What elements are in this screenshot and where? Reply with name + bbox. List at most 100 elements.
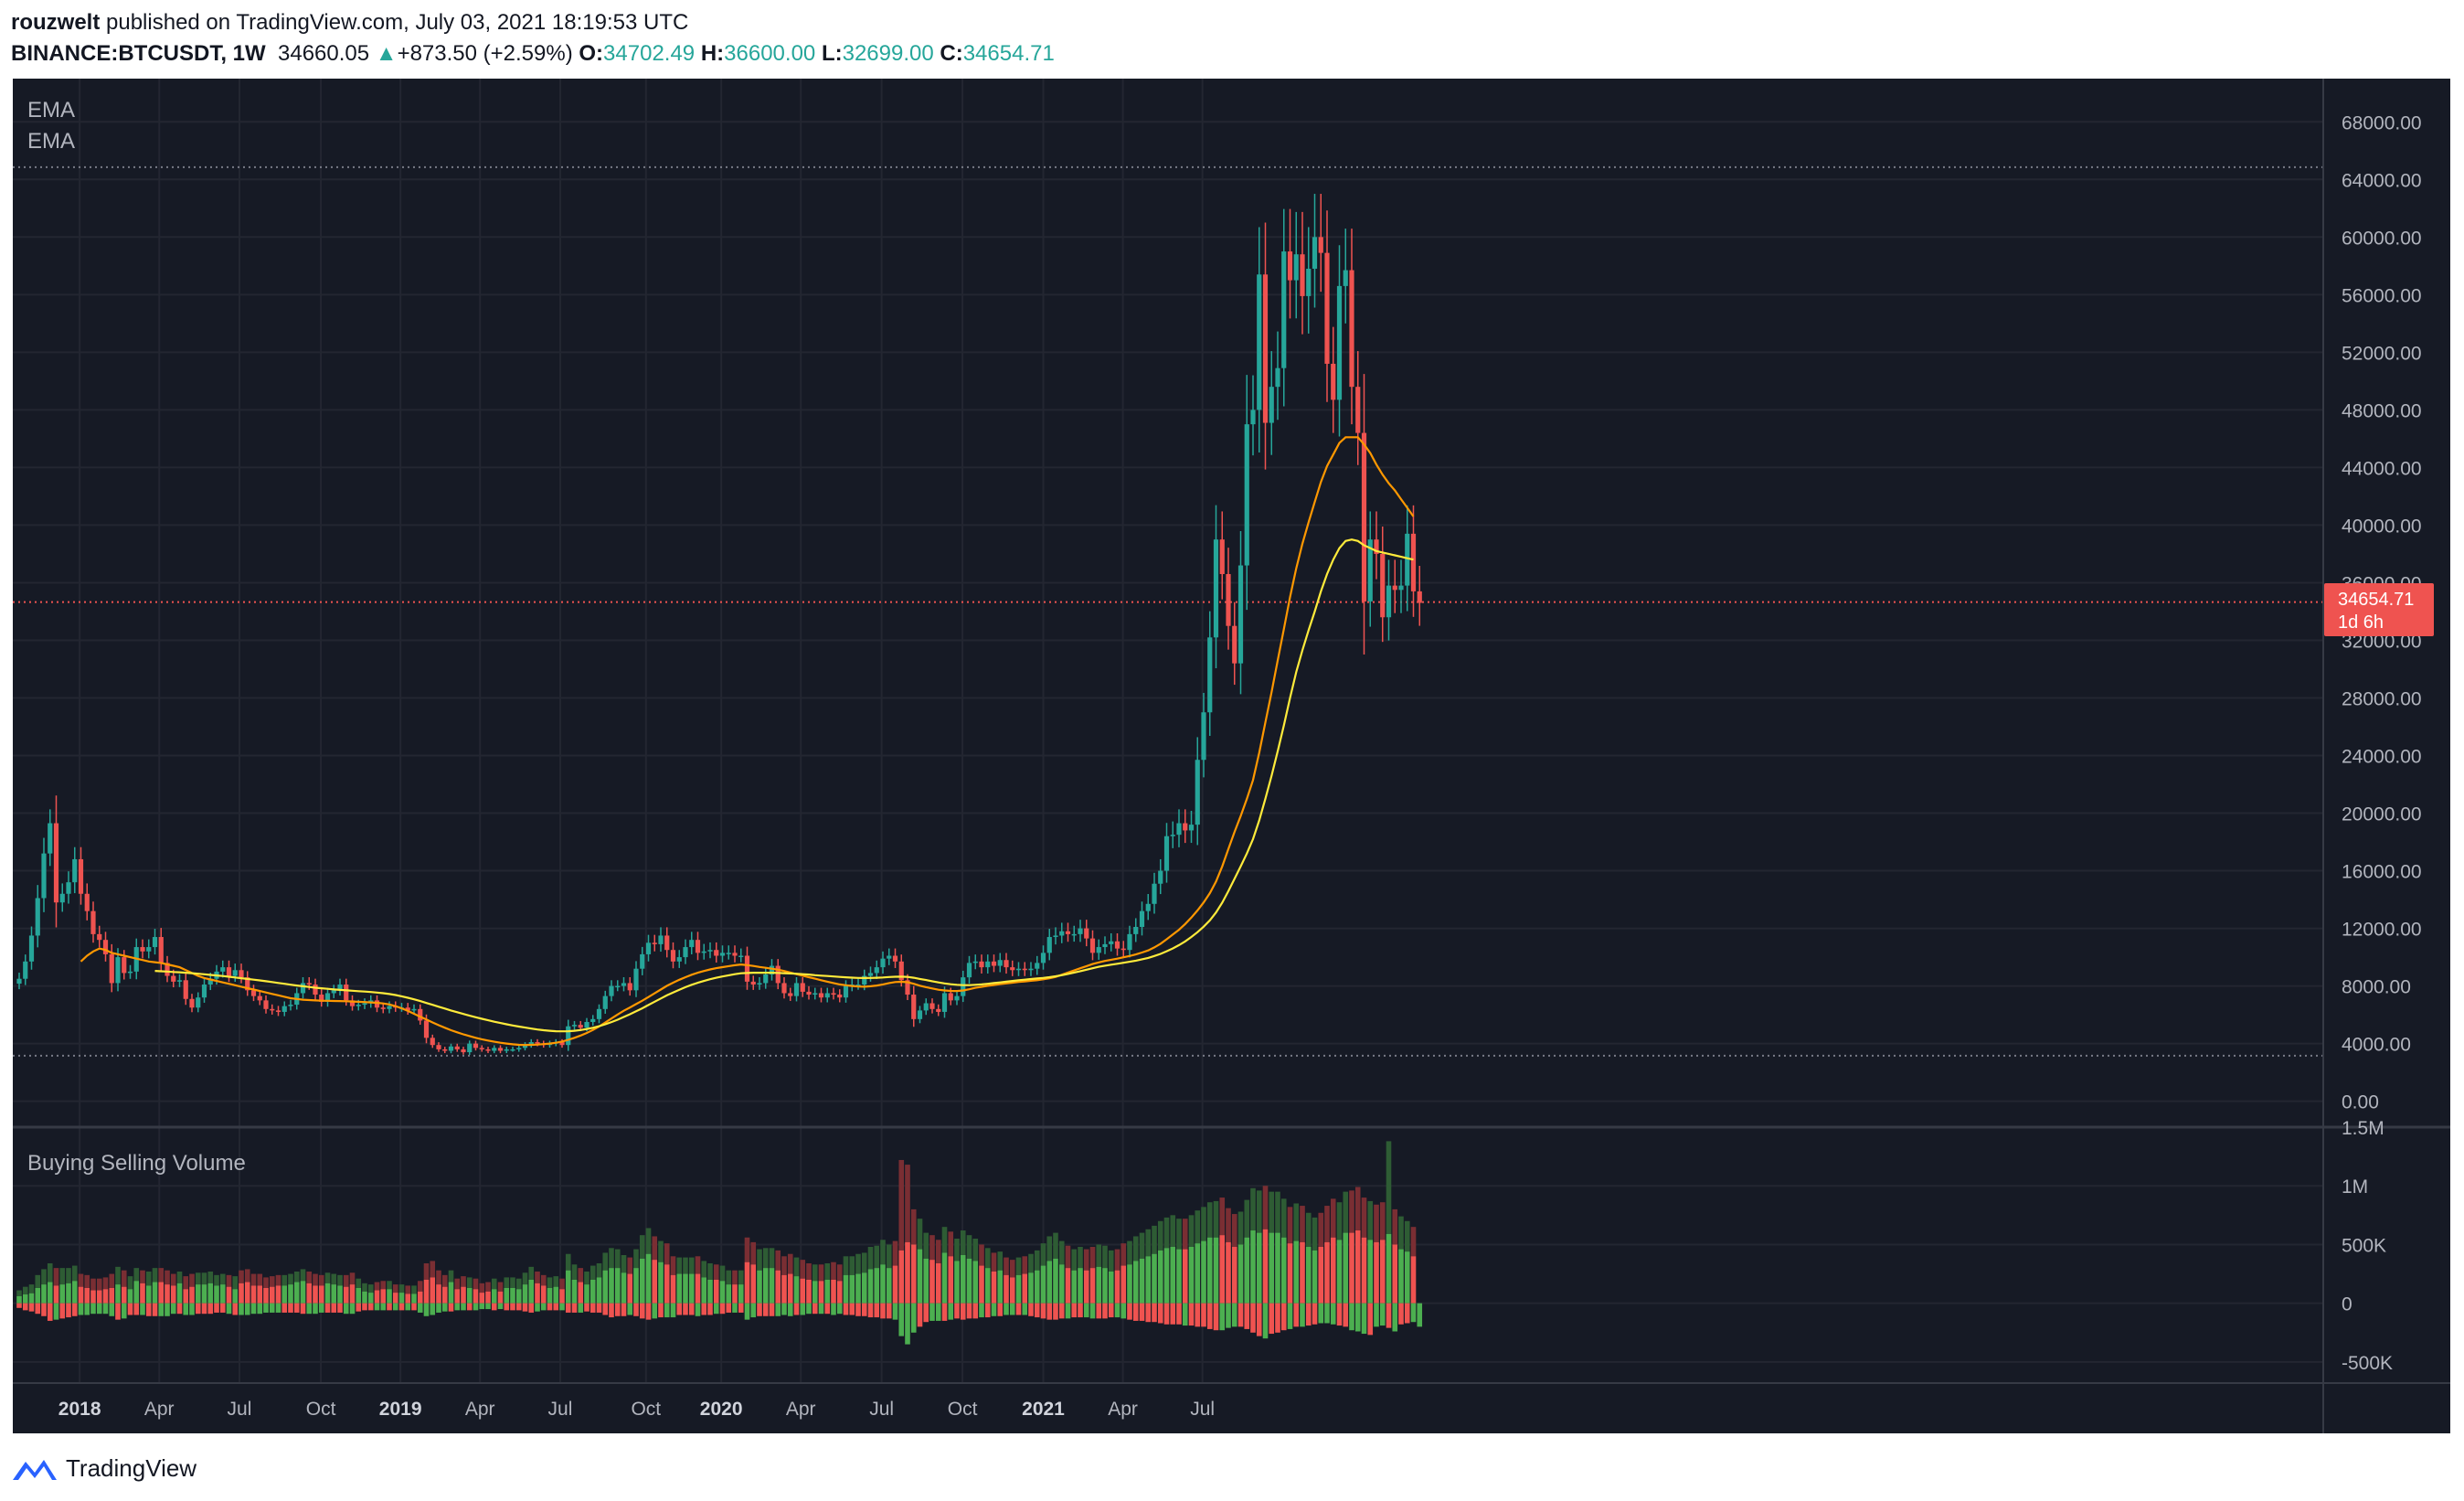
volume-buy-bar [349,1284,356,1304]
volume-buy-bar [1201,1240,1206,1304]
volume-total-bar [1089,1247,1096,1269]
time-axis-labels[interactable]: 2018 Apr Jul Oct 2019 Apr Jul Oct 2020 Apr Jul Oct 2… [58,1399,1215,1420]
volume-total-bar [1157,1220,1163,1251]
volume-buy-bar [454,1289,461,1304]
volume-total-bar [800,1260,806,1279]
volume-buy-bar [818,1281,824,1304]
volume-sell-bar [929,1303,935,1321]
volume-buy-bar [90,1290,96,1304]
candle-body [1004,960,1009,968]
volume-sell-bar [565,1303,571,1313]
volume-buy-bar [232,1289,239,1304]
candle-body [48,823,53,854]
high-label: H: [700,41,725,66]
volume-total-bar [288,1273,293,1285]
volume-total-bar [941,1227,948,1253]
volume-total-bar [1046,1236,1053,1261]
volume-sell-bar [757,1303,762,1316]
volume-bars [16,1141,1423,1345]
candle-body [1163,836,1170,871]
volume-sell-bar [121,1303,127,1319]
volume-buy-bar [1318,1247,1324,1304]
volume-total-bar [609,1248,614,1269]
volume-total-bar [540,1274,547,1286]
volume-total-bar [1028,1253,1034,1273]
candle-body [806,991,812,995]
volume-buy-bar [201,1284,207,1304]
volume-total-bar [750,1241,757,1265]
candle-body [226,967,232,976]
candle-body [171,975,176,982]
publish-info: published on TradingView.com, July 03, 2… [106,10,689,35]
candle-body [621,983,627,986]
candle-body [374,1000,380,1008]
close-value: 34654.71 [962,41,1055,66]
volume-buy-bar [115,1284,121,1304]
volume-sell-bar [787,1303,793,1316]
volume-sell-bar [652,1303,658,1319]
volume-total-bar [1182,1219,1188,1250]
volume-total-bar [923,1232,929,1259]
volume-buy-bar [578,1282,584,1304]
volume-buy-bar [1269,1232,1275,1304]
volume-buy-bar [553,1286,559,1304]
symbol-label[interactable]: BINANCE:BTCUSDT, 1W [11,41,266,66]
volume-sell-bar [744,1303,750,1320]
volume-total-bar [374,1282,380,1291]
volume-total-bar [1034,1250,1040,1271]
candle-body [1361,432,1367,601]
volume-sell-bar [367,1303,374,1311]
volume-buy-bar [405,1293,411,1304]
volume-buy-bar [688,1273,695,1304]
volume-buy-bar [1336,1240,1343,1304]
last-price-tag: 34654.71 1d 6h [2324,583,2434,636]
candle-body [831,993,836,995]
candle-body [862,975,867,985]
volume-sell-bar [1336,1303,1343,1326]
volume-sell-bar [522,1303,528,1312]
volume-buy-bar [1410,1256,1417,1304]
candle-body [90,910,96,934]
volume-buy-bar [762,1268,769,1304]
volume-sell-bar [1028,1303,1034,1316]
volume-sell-bar [1398,1303,1404,1325]
volume-total-bar [1102,1245,1108,1269]
volume-legend[interactable]: Buying Selling Volume [27,1151,246,1176]
candle-body [714,950,719,956]
volume-total-bar [855,1253,861,1274]
volume-buy-bar [1096,1266,1102,1304]
volume-buy-bar [430,1277,436,1304]
volume-total-bar [966,1235,972,1259]
volume-sell-bar [423,1303,430,1316]
volume-buy-bar [436,1284,441,1304]
volume-total-bar [78,1273,84,1287]
ema-legend-2[interactable]: EMA [27,129,75,154]
volume-total-bar [318,1274,324,1286]
brand-name[interactable]: TradingView [66,1453,197,1482]
candle-body [528,1042,534,1046]
chart-canvas[interactable]: 0.00 4000.00 8000.00 12000.00 16000.00 20000.… [13,79,2450,1433]
volume-sell-bar [948,1303,954,1320]
chart-area[interactable]: 0.00 4000.00 8000.00 12000.00 16000.00 20000.… [13,79,2450,1433]
volume-buy-bar [59,1284,66,1304]
volume-total-bar [473,1278,479,1290]
volume-sell-bar [1250,1303,1256,1333]
volume-sell-bar [1078,1303,1083,1318]
volume-tick-label: 500K [2342,1235,2386,1256]
volume-sell-bar [324,1303,331,1313]
volume-sell-bar [257,1303,263,1315]
volume-axis-labels[interactable]: -500K 0 500K 1M 1.5M [2342,1118,2393,1374]
volume-buy-bar [775,1270,781,1304]
volume-buy-bar [836,1281,843,1304]
candle-body [1269,387,1274,423]
candle-body [892,955,898,962]
volume-sell-bar [1330,1303,1336,1325]
volume-sell-bar [1157,1303,1163,1324]
volume-sell-bar [658,1303,664,1318]
volume-sell-bar [515,1303,522,1311]
ema-legend-1[interactable]: EMA [27,98,75,122]
author-name[interactable]: rouzwelt [11,10,101,35]
volume-total-bar [652,1236,658,1261]
candle-body [362,1003,367,1006]
volume-sell-bar [775,1303,781,1316]
